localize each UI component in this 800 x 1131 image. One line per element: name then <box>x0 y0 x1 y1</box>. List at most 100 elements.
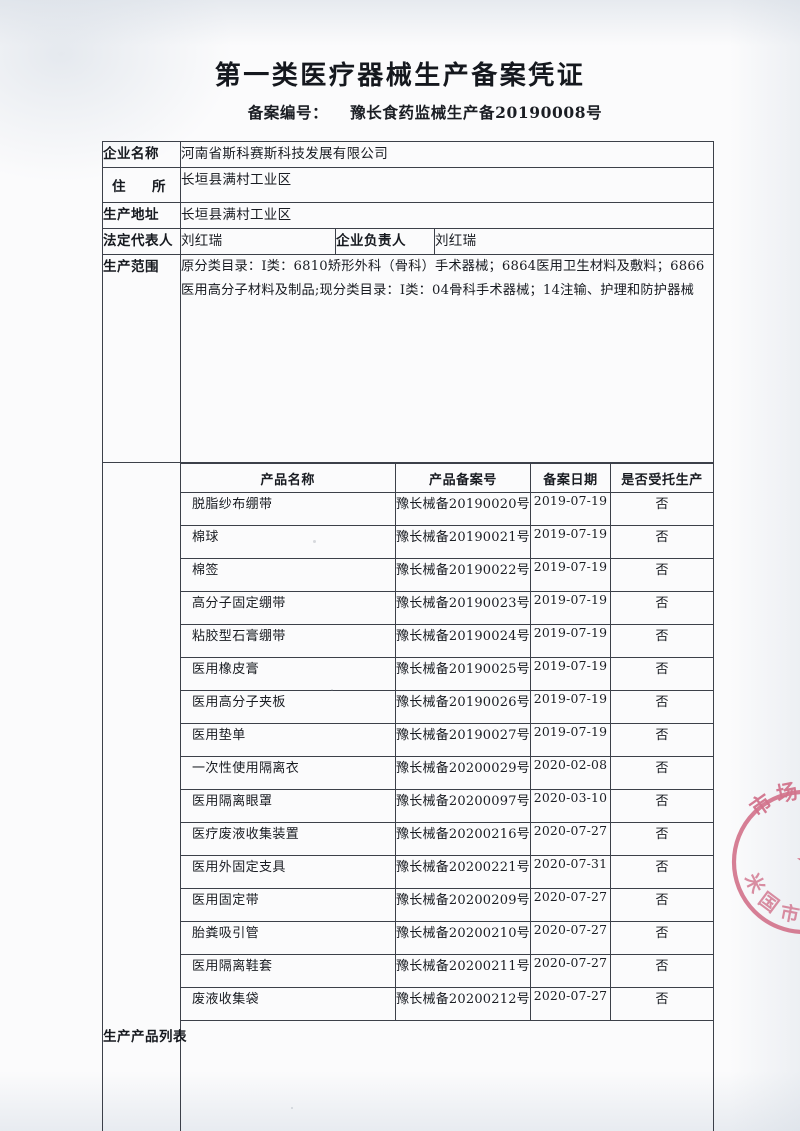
table-row: 医用固定带 豫长械备20200209号 2020-07-27 否 <box>180 888 714 922</box>
table-row: 医用高分子夹板 豫长械备20190026号 2019-07-19 否 <box>180 690 714 724</box>
enterprise-head-label: 企业负责人 <box>335 228 435 255</box>
table-row: 医用隔离眼罩 豫长械备20200097号 2020-03-10 否 <box>180 789 714 823</box>
production-scope-text: 原分类目录：Ⅰ类：6810矫形外科（骨科）手术器械；6864医用卫生材料及敷料；… <box>179 254 715 463</box>
cell-record-number: 豫长械备20200212号 <box>395 987 531 1021</box>
svg-text:市场监: 市场监 <box>745 777 800 821</box>
table-row: 一次性使用隔离衣 豫长械备20200029号 2020-02-08 否 <box>180 756 714 790</box>
cell-record-date: 2019-07-19 <box>530 723 611 757</box>
company-name-label: 企业名称 <box>102 141 181 168</box>
cell-record-date: 2020-03-10 <box>530 789 611 823</box>
cell-entrusted: 否 <box>610 657 714 691</box>
legal-rep-value: 刘红瑞 <box>180 228 336 255</box>
cell-product-name: 胎粪吸引管 <box>180 921 396 955</box>
cell-record-date: 2019-07-19 <box>530 690 611 724</box>
legal-rep-label: 法定代表人 <box>102 228 181 255</box>
company-name-value: 河南省斯科赛斯科技发展有限公司 <box>179 141 715 168</box>
cell-product-name: 医疗废液收集装置 <box>180 822 396 856</box>
col-header-record-date: 备案日期 <box>530 463 611 493</box>
cell-entrusted: 否 <box>610 525 714 559</box>
cell-entrusted: 否 <box>610 921 714 955</box>
table-row-legal-representative: 法定代表人 刘红瑞 企业负责人 刘红瑞 <box>102 228 715 255</box>
production-address-value: 长垣县满村工业区 <box>179 202 715 229</box>
cell-entrusted: 否 <box>610 558 714 592</box>
cell-record-number: 豫长械备20190025号 <box>395 657 531 691</box>
certificate-table: 企业名称 河南省斯科赛斯科技发展有限公司 住 所 长垣县满村工业区 生产地址 长… <box>102 141 715 1131</box>
cell-record-number: 豫长械备20200216号 <box>395 822 531 856</box>
svg-text:米国市: 米国市 <box>740 869 800 928</box>
cell-product-name: 高分子固定绷带 <box>180 591 396 625</box>
official-red-seal: 市场监 米国市 41072 <box>718 776 800 948</box>
table-row-company-name: 企业名称 河南省斯科赛斯科技发展有限公司 <box>102 141 715 168</box>
cell-product-name: 棉签 <box>180 558 396 592</box>
scan-shadow-right <box>730 0 800 1131</box>
table-row: 脱脂纱布绷带 豫长械备20190020号 2019-07-19 否 <box>180 492 714 526</box>
table-row-product-list: 生产产品列表 产品名称 产品备案号 <box>102 462 715 1131</box>
table-row-production-scope: 生产范围 原分类目录：Ⅰ类：6810矫形外科（骨科）手术器械；6864医用卫生材… <box>102 254 715 463</box>
cell-entrusted: 否 <box>610 756 714 790</box>
cell-record-number: 豫长械备20200209号 <box>395 888 531 922</box>
address-label-part-b: 所 <box>152 179 166 195</box>
cell-product-name: 医用垫单 <box>180 723 396 757</box>
record-number-label: 备案编号： <box>247 103 329 122</box>
cell-entrusted: 否 <box>610 822 714 856</box>
cell-record-number: 豫长械备20190027号 <box>395 723 531 757</box>
table-row: 废液收集袋 豫长械备20200212号 2020-07-27 否 <box>180 987 714 1021</box>
cell-product-name: 脱脂纱布绷带 <box>180 492 396 526</box>
product-list-container: 产品名称 产品备案号 备案日期 是否受托生产 脱脂纱布绷带 豫长械备2019002… <box>179 462 715 1131</box>
cell-entrusted: 否 <box>610 855 714 889</box>
cell-entrusted: 否 <box>610 987 714 1021</box>
table-row: 高分子固定绷带 豫长械备20190023号 2019-07-19 否 <box>180 591 714 625</box>
production-scope-label: 生产范围 <box>102 254 181 463</box>
cell-record-number: 豫长械备20190022号 <box>395 558 531 592</box>
table-row: 医用垫单 豫长械备20190027号 2019-07-19 否 <box>180 723 714 757</box>
cell-record-date: 2019-07-19 <box>530 558 611 592</box>
cell-record-date: 2019-07-19 <box>530 525 611 559</box>
cell-product-name: 医用固定带 <box>180 888 396 922</box>
cell-record-date: 2020-07-27 <box>530 954 611 988</box>
cell-product-name: 棉球 <box>180 525 396 559</box>
cell-record-number: 豫长械备20200097号 <box>395 789 531 823</box>
col-header-record-number: 产品备案号 <box>395 463 531 493</box>
page-title: 第一类医疗器械生产备案凭证 <box>214 61 586 91</box>
table-row: 医疗废液收集装置 豫长械备20200216号 2020-07-27 否 <box>180 822 714 856</box>
table-row: 棉签 豫长械备20190022号 2019-07-19 否 <box>180 558 714 592</box>
production-address-label: 生产地址 <box>102 202 181 229</box>
cell-entrusted: 否 <box>610 723 714 757</box>
cell-entrusted: 否 <box>610 789 714 823</box>
col-header-entrusted: 是否受托生产 <box>610 463 714 493</box>
cell-record-date: 2020-07-27 <box>530 888 611 922</box>
cell-entrusted: 否 <box>610 690 714 724</box>
address-value: 长垣县满村工业区 <box>179 167 715 203</box>
cell-record-date: 2020-07-31 <box>530 855 611 889</box>
cell-product-name: 粘胶型石膏绷带 <box>180 624 396 658</box>
address-label-part-a: 住 <box>112 179 126 195</box>
cell-product-name: 医用外固定支具 <box>180 855 396 889</box>
cell-record-number: 豫长械备20190021号 <box>395 525 531 559</box>
cell-record-number: 豫长械备20190020号 <box>395 492 531 526</box>
cell-record-number: 豫长械备20190023号 <box>395 591 531 625</box>
address-label: 住 所 <box>102 167 181 203</box>
cell-record-number: 豫长械备20190026号 <box>395 690 531 724</box>
cell-record-date: 2019-07-19 <box>530 624 611 658</box>
product-table: 产品名称 产品备案号 备案日期 是否受托生产 脱脂纱布绷带 豫长械备2019002… <box>180 463 714 1021</box>
cell-product-name: 废液收集袋 <box>180 987 396 1021</box>
cell-product-name: 医用隔离鞋套 <box>180 954 396 988</box>
cell-product-name: 一次性使用隔离衣 <box>180 756 396 790</box>
cell-record-date: 2020-07-27 <box>530 921 611 955</box>
cell-record-date: 2019-07-19 <box>530 591 611 625</box>
record-number-value: 豫长食药监械生产备20190008号 <box>350 103 603 122</box>
product-table-header-row: 产品名称 产品备案号 备案日期 是否受托生产 <box>180 463 714 493</box>
cell-entrusted: 否 <box>610 624 714 658</box>
table-row: 医用隔离鞋套 豫长械备20200211号 2020-07-27 否 <box>180 954 714 988</box>
cell-entrusted: 否 <box>610 591 714 625</box>
cell-record-date: 2020-07-27 <box>530 822 611 856</box>
cell-record-date: 2019-07-19 <box>530 492 611 526</box>
table-row-production-address: 生产地址 长垣县满村工业区 <box>102 202 715 229</box>
cell-record-number: 豫长械备20200210号 <box>395 921 531 955</box>
cell-product-name: 医用隔离眼罩 <box>180 789 396 823</box>
col-header-product-name: 产品名称 <box>180 463 396 493</box>
cell-record-date: 2020-07-27 <box>530 987 611 1021</box>
cell-entrusted: 否 <box>610 492 714 526</box>
table-row: 医用外固定支具 豫长械备20200221号 2020-07-31 否 <box>180 855 714 889</box>
